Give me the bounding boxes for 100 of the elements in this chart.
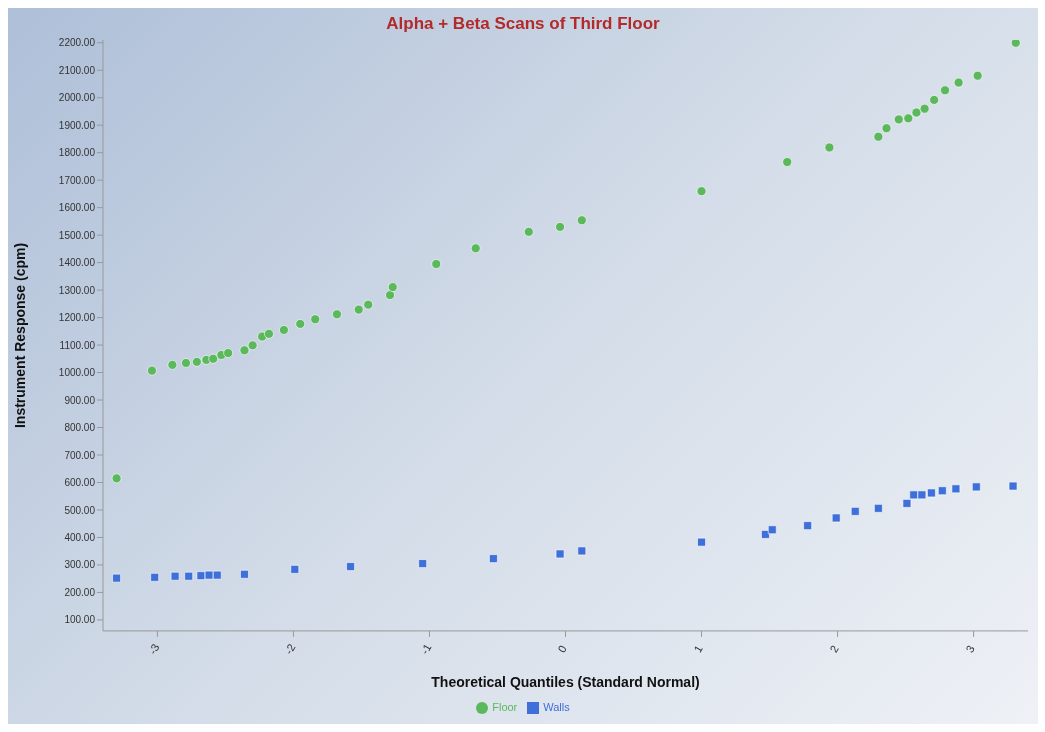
point: [919, 103, 930, 114]
point: [111, 473, 122, 484]
point: [911, 107, 922, 118]
point: [951, 484, 961, 494]
point: [523, 227, 534, 237]
point: [697, 537, 706, 547]
point: [953, 77, 964, 88]
point: [387, 282, 398, 292]
y-tick-label: 1600.00: [58, 202, 96, 214]
point: [782, 157, 793, 167]
point: [903, 113, 914, 124]
point: [290, 565, 300, 574]
y-tick-label: 200.00: [64, 586, 96, 598]
chart-title: Alpha + Beta Scans of Third Floor: [385, 13, 661, 35]
point: [240, 569, 249, 579]
point: [761, 530, 770, 539]
y-tick-label: 1800.00: [58, 147, 96, 159]
point: [881, 123, 892, 134]
point: [972, 482, 981, 492]
point: [150, 573, 159, 582]
x-tick-label: 3: [963, 643, 977, 655]
y-tick-label: 700.00: [64, 449, 96, 461]
point: [577, 546, 587, 556]
point: [696, 186, 707, 196]
y-tick-label: 2200.00: [58, 37, 96, 49]
point: [874, 504, 883, 513]
point: [208, 354, 218, 364]
x-tick-label: 1: [691, 643, 705, 655]
x-tick-label: -1: [418, 641, 434, 657]
point: [332, 309, 342, 320]
point: [803, 521, 812, 530]
point: [577, 215, 587, 226]
point: [264, 329, 274, 339]
point: [167, 360, 178, 370]
y-tick-label: 1900.00: [58, 119, 96, 131]
y-tick-label: 400.00: [64, 532, 96, 544]
y-tick-label: 1100.00: [59, 339, 96, 351]
point: [927, 488, 936, 498]
point: [555, 549, 565, 559]
point: [929, 95, 939, 105]
point: [917, 490, 927, 500]
point: [873, 131, 884, 142]
y-axis-title: Instrument Response (cpm): [11, 242, 28, 429]
y-tick-label: 600.00: [64, 477, 96, 489]
point: [385, 290, 395, 300]
y-tick-label: 300.00: [64, 559, 96, 571]
point: [418, 559, 427, 568]
point: [1008, 481, 1018, 491]
point: [555, 222, 565, 232]
y-tick-label: 800.00: [64, 422, 96, 434]
legend-label: Floor: [492, 700, 518, 713]
point: [295, 319, 306, 329]
point: [247, 340, 258, 351]
point: [363, 299, 374, 310]
point: [938, 486, 947, 496]
point: [902, 499, 912, 508]
point: [850, 507, 860, 516]
point: [147, 365, 157, 376]
point: [470, 243, 481, 254]
point: [972, 70, 983, 81]
point: [310, 314, 321, 325]
x-axis-title: Theoretical Quantiles (Standard Normal): [431, 673, 700, 690]
y-tick-label: 100.00: [64, 614, 96, 626]
point: [940, 85, 950, 96]
point: [1010, 40, 1021, 48]
y-tick-label: 900.00: [64, 394, 96, 406]
point: [831, 513, 841, 523]
y-tick-label: 1300.00: [58, 284, 96, 296]
y-tick-label: 1500.00: [58, 229, 96, 241]
point: [489, 554, 498, 563]
point: [170, 571, 180, 581]
x-tick-label: -3: [146, 641, 162, 657]
point: [223, 348, 233, 358]
point: [279, 325, 289, 335]
point: [212, 570, 222, 580]
point: [353, 304, 364, 315]
x-tick-label: 0: [555, 643, 569, 655]
y-tick-label: 1400.00: [58, 257, 96, 269]
point: [893, 114, 904, 125]
x-tick-label: -2: [282, 641, 298, 657]
point: [196, 571, 206, 580]
point: [824, 142, 835, 153]
point: [909, 490, 919, 500]
point: [767, 525, 777, 535]
point: [431, 259, 442, 269]
point: [239, 345, 250, 356]
y-tick-label: 500.00: [64, 504, 96, 516]
x-tick-label: 2: [827, 643, 841, 655]
point: [346, 562, 355, 571]
y-tick-label: 2000.00: [58, 92, 96, 104]
y-tick-label: 1200.00: [58, 312, 96, 324]
y-tick-label: 2100.00: [58, 64, 96, 76]
point: [181, 358, 191, 368]
y-tick-label: 1000.00: [58, 367, 96, 379]
point: [204, 570, 214, 580]
point: [192, 357, 202, 367]
legend-label: Walls: [543, 700, 570, 713]
point: [184, 571, 193, 581]
point: [112, 573, 121, 583]
y-tick-label: 1700.00: [58, 174, 96, 186]
